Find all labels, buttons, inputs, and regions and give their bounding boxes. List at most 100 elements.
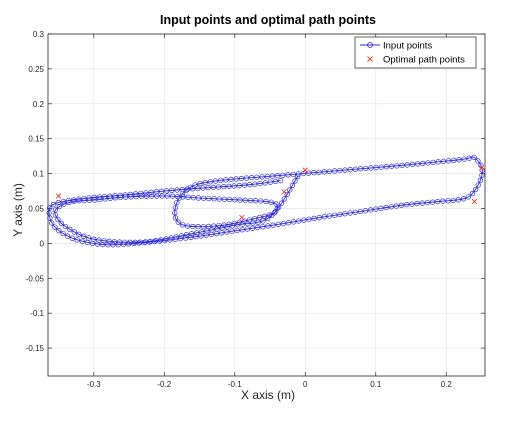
input-point-marker	[194, 230, 200, 236]
input-point-marker	[287, 187, 293, 193]
input-point-marker	[226, 196, 233, 203]
optimal-path-point	[281, 189, 287, 195]
input-point-marker	[115, 241, 121, 248]
input-point-marker	[55, 216, 61, 223]
input-point-marker	[143, 193, 150, 199]
input-point-marker	[163, 236, 169, 242]
input-point-marker	[205, 223, 212, 230]
input-point-marker	[148, 189, 154, 195]
input-point-marker	[242, 197, 248, 203]
input-point-marker	[224, 229, 230, 235]
input-point-marker	[388, 204, 394, 210]
input-point-marker	[368, 207, 374, 213]
input-point-marker	[373, 206, 379, 212]
input-point-marker	[445, 158, 452, 164]
input-point-marker	[200, 195, 207, 201]
y-tick-label: 0.05	[28, 204, 44, 213]
input-point-marker	[179, 191, 186, 197]
input-point-marker	[180, 194, 186, 200]
input-point-marker	[306, 170, 312, 176]
legend: Input points Optimal path points	[354, 36, 477, 69]
y-tick-label: 0	[40, 239, 45, 248]
y-tick-label: 0.15	[28, 135, 44, 144]
input-point-marker	[183, 187, 189, 194]
input-point-marker	[466, 155, 472, 161]
axis-ticks: -0.3 -0.2 -0.1 0 0.1 0.2 -0.15 -0.1 -0.05 0 0.05 0.…	[26, 30, 485, 389]
input-point-marker	[162, 237, 168, 244]
input-point-marker	[122, 192, 128, 198]
input-point-marker	[204, 228, 210, 234]
input-point-marker	[86, 195, 92, 201]
y-tick-label: 0.3	[33, 30, 45, 39]
input-point-marker	[200, 185, 206, 191]
input-point-marker	[96, 237, 102, 243]
input-point-marker	[435, 199, 441, 205]
input-point-marker	[223, 177, 229, 183]
legend-input-points-marker	[367, 42, 373, 48]
input-point-marker	[337, 167, 343, 174]
input-point-marker	[229, 228, 235, 234]
input-point-marker	[195, 223, 201, 230]
input-point-marker	[368, 165, 374, 171]
input-point-marker	[281, 196, 288, 202]
input-point-marker	[269, 212, 275, 218]
input-point-marker	[244, 226, 250, 232]
input-point-marker	[71, 229, 77, 235]
input-point-marker	[373, 164, 379, 171]
input-point-marker	[429, 199, 436, 205]
input-point-marker	[284, 191, 290, 198]
input-point-marker	[260, 218, 266, 224]
input-point-marker	[102, 196, 108, 202]
input-point-marker	[236, 182, 242, 189]
input-point-marker	[190, 194, 196, 201]
input-point-marker	[169, 193, 176, 199]
legend-optimal-path-marker	[367, 56, 373, 62]
input-point-marker	[247, 182, 253, 188]
input-point-marker	[192, 182, 198, 188]
input-point-marker	[60, 230, 66, 237]
input-point-marker	[168, 235, 174, 241]
x-tick-label: -0.2	[157, 380, 171, 389]
input-point-marker	[185, 194, 191, 200]
input-point-marker	[91, 236, 97, 242]
input-point-marker	[183, 232, 190, 238]
input-point-marker	[251, 215, 258, 222]
input-point-marker	[224, 224, 230, 230]
input-point-marker	[280, 220, 286, 227]
input-point-marker	[389, 163, 395, 169]
input-point-marker	[239, 227, 245, 233]
input-point-marker	[151, 238, 158, 245]
input-point-marker	[252, 181, 258, 187]
input-point-marker	[435, 159, 441, 165]
input-point-marker	[378, 164, 384, 170]
input-point-marker	[127, 191, 134, 198]
optimal-path-point	[55, 193, 62, 199]
input-point-marker	[378, 205, 384, 211]
x-tick-label: 0	[303, 380, 308, 389]
y-tick-label: -0.15	[26, 344, 45, 353]
input-point-marker	[347, 210, 353, 216]
input-point-marker	[362, 208, 369, 214]
input-point-marker	[275, 204, 282, 211]
input-point-marker	[76, 231, 82, 237]
input-point-marker	[234, 222, 241, 228]
input-point-marker	[232, 197, 238, 203]
input-point-marker	[472, 186, 479, 193]
legend-box	[354, 36, 477, 69]
input-point-marker	[311, 169, 317, 176]
input-point-marker	[112, 193, 118, 199]
input-point-marker	[404, 162, 410, 168]
input-point-marker	[296, 218, 302, 224]
input-point-marker	[321, 214, 328, 220]
input-point-marker	[174, 187, 180, 193]
input-point-marker	[172, 204, 178, 211]
input-point-marker	[414, 200, 420, 207]
input-point-marker	[106, 238, 112, 244]
input-point-marker	[363, 165, 369, 172]
input-point-marker	[142, 239, 149, 245]
input-point-marker	[52, 212, 58, 218]
input-point-marker	[237, 197, 243, 203]
input-point-marker	[46, 210, 52, 216]
input-point-marker	[243, 175, 250, 181]
input-point-marker	[398, 202, 405, 208]
